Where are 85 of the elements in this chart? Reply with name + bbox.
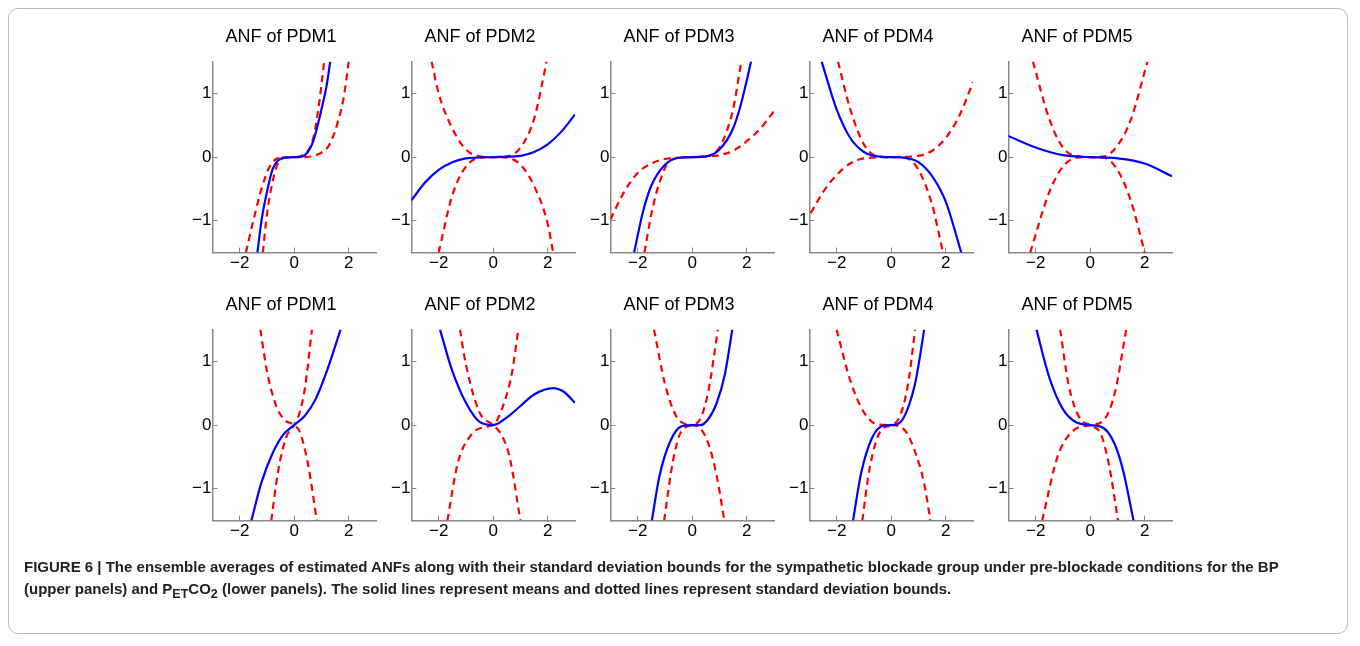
- y-tick-label: 1: [599, 351, 610, 371]
- x-tick-label: 0: [488, 253, 498, 273]
- x-tick-label: 0: [886, 521, 896, 541]
- line-series: [851, 329, 926, 521]
- y-tick-label: 0: [599, 414, 610, 434]
- line-series: [438, 329, 575, 427]
- y-tick-label: 1: [400, 351, 411, 371]
- y-tick-label: 1: [798, 351, 809, 371]
- chart-title: ANF of PDM3: [623, 25, 735, 46]
- chart-title: ANF of PDM2: [424, 293, 536, 314]
- y-tick-label: 0: [997, 146, 1008, 166]
- line-series: [1008, 134, 1172, 178]
- y-tick-label: 0: [798, 146, 809, 166]
- line-series: [1059, 329, 1120, 521]
- x-tick-label: 2: [344, 521, 354, 541]
- y-tick-label: 1: [798, 83, 809, 103]
- x-tick-label: 2: [344, 253, 354, 273]
- line-series: [250, 329, 342, 521]
- chart-title: ANF of PDM4: [822, 25, 934, 46]
- x-tick-label: −2: [826, 253, 847, 273]
- y-tick-label: −1: [589, 478, 610, 498]
- y-tick-label: 0: [400, 146, 411, 166]
- y-tick-label: 1: [201, 351, 212, 371]
- x-tick-label: 0: [289, 521, 299, 541]
- y-tick-label: 1: [997, 351, 1008, 371]
- x-tick-label: 2: [941, 521, 951, 541]
- y-tick-label: −1: [589, 210, 610, 230]
- x-tick-label: 2: [941, 253, 951, 273]
- x-tick-label: −2: [1025, 521, 1046, 541]
- x-tick-label: 2: [742, 521, 752, 541]
- x-tick-label: 2: [543, 253, 553, 273]
- x-tick-label: −2: [428, 253, 449, 273]
- x-tick-label: −2: [1025, 253, 1046, 273]
- x-tick-label: 0: [687, 253, 697, 273]
- y-tick-label: −1: [191, 210, 212, 230]
- line-series: [861, 329, 917, 521]
- y-tick-label: 0: [400, 414, 411, 434]
- x-tick-label: 0: [488, 521, 498, 541]
- line-series: [458, 329, 522, 521]
- y-tick-label: 0: [201, 414, 212, 434]
- x-tick-label: 2: [1140, 521, 1150, 541]
- x-tick-label: −2: [627, 253, 648, 273]
- line-series: [256, 61, 332, 253]
- y-tick-label: −1: [390, 210, 411, 230]
- x-tick-label: −2: [428, 521, 449, 541]
- y-tick-label: 1: [599, 83, 610, 103]
- y-tick-label: 1: [400, 83, 411, 103]
- line-series: [663, 329, 719, 521]
- y-tick-label: 0: [201, 146, 212, 166]
- y-tick-label: −1: [987, 478, 1008, 498]
- y-tick-label: 0: [599, 146, 610, 166]
- x-tick-label: 2: [1140, 253, 1150, 273]
- y-tick-label: −1: [788, 210, 809, 230]
- line-series: [633, 61, 753, 253]
- x-tick-label: −2: [229, 521, 250, 541]
- line-series: [835, 329, 932, 521]
- y-tick-label: 1: [201, 83, 212, 103]
- chart-title: ANF of PDM5: [1021, 293, 1133, 314]
- x-tick-label: −2: [229, 253, 250, 273]
- x-tick-label: 0: [1085, 253, 1095, 273]
- chart-title: ANF of PDM2: [424, 25, 536, 46]
- chart-title: ANF of PDM1: [225, 25, 337, 46]
- x-tick-label: −2: [627, 521, 648, 541]
- x-tick-label: 0: [687, 521, 697, 541]
- y-tick-label: 0: [798, 414, 809, 434]
- chart-title: ANF of PDM5: [1021, 25, 1133, 46]
- x-tick-label: −2: [826, 521, 847, 541]
- x-tick-label: 2: [543, 521, 553, 541]
- line-series: [411, 113, 575, 202]
- y-tick-label: 0: [997, 414, 1008, 434]
- x-tick-label: 0: [1085, 521, 1095, 541]
- x-tick-label: 2: [742, 253, 752, 273]
- line-series: [820, 61, 963, 253]
- y-tick-label: −1: [390, 478, 411, 498]
- caption: FIGURE 6 | The ensemble averages of estimated ANFs along with their standard deviation bounds for the sympathetic blockade group under pre-blockade conditions for the BP (upper panels) and P$_{ET}$CO$_{2}$ (lower panels). The solid lines represent means and dotted lines represent standard deviation bounds.: [24, 557, 1280, 603]
- y-tick-label: −1: [788, 478, 809, 498]
- y-tick-label: −1: [191, 478, 212, 498]
- chart-title: ANF of PDM1: [225, 293, 337, 314]
- line-series: [809, 80, 973, 215]
- y-tick-label: −1: [987, 210, 1008, 230]
- x-tick-label: 0: [289, 253, 299, 273]
- chart-title: ANF of PDM4: [822, 293, 934, 314]
- chart-title: ANF of PDM3: [623, 293, 735, 314]
- x-tick-label: 0: [886, 253, 896, 273]
- y-tick-label: 1: [997, 83, 1008, 103]
